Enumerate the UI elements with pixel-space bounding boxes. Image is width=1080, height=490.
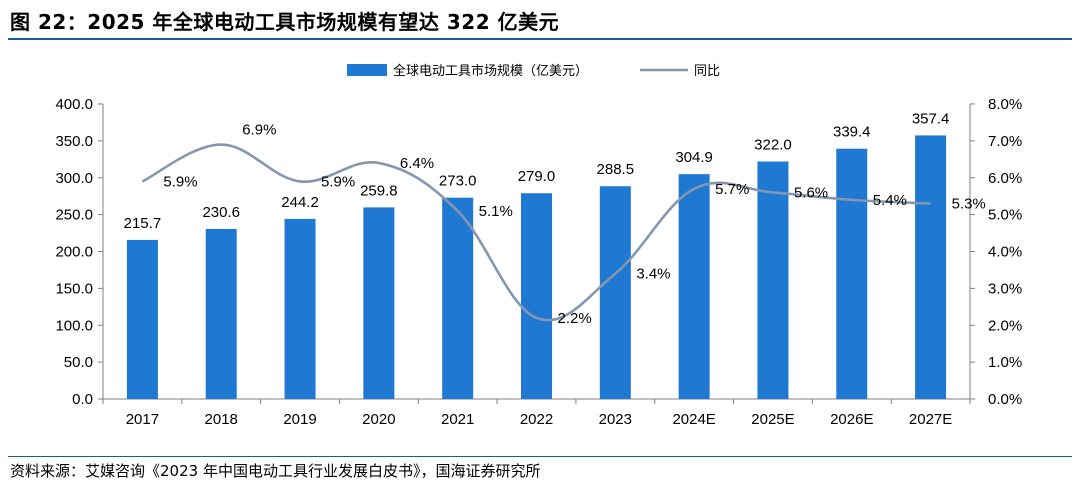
y-right-tick-label: 0.0% bbox=[988, 391, 1022, 408]
bar-data-label: 304.9 bbox=[675, 149, 713, 166]
y-left-tick-label: 250.0 bbox=[55, 207, 93, 224]
bar-data-label: 230.6 bbox=[202, 204, 240, 221]
bar-data-label: 322.0 bbox=[754, 137, 792, 154]
x-tick-label: 2019 bbox=[283, 411, 316, 428]
line-data-label: 5.1% bbox=[479, 203, 513, 220]
legend-bar-label: 全球电动工具市场规模（亿美元） bbox=[393, 63, 588, 79]
bar bbox=[521, 193, 552, 399]
line-data-label: 5.4% bbox=[873, 192, 907, 209]
bar-data-label: 273.0 bbox=[439, 173, 477, 190]
x-tick-label: 2027E bbox=[909, 411, 952, 428]
y-left-tick-label: 50.0 bbox=[64, 354, 93, 371]
title-rule bbox=[8, 38, 1072, 40]
bar-data-label: 215.7 bbox=[124, 215, 162, 232]
x-tick-label: 2025E bbox=[751, 411, 794, 428]
x-tick-label: 2017 bbox=[126, 411, 159, 428]
bar-data-label: 339.4 bbox=[833, 124, 871, 141]
line-data-label: 6.4% bbox=[400, 155, 434, 172]
y-left-tick-label: 100.0 bbox=[55, 317, 93, 334]
y-right-tick-label: 7.0% bbox=[988, 133, 1022, 150]
y-right-tick-label: 8.0% bbox=[988, 96, 1022, 113]
bar bbox=[205, 228, 237, 399]
y-right-tick-label: 6.0% bbox=[988, 170, 1022, 187]
bar bbox=[284, 218, 316, 399]
y-right-tick-label: 2.0% bbox=[988, 317, 1022, 334]
bar-data-label: 357.4 bbox=[912, 110, 950, 127]
legend-bar-swatch bbox=[347, 64, 387, 76]
bar bbox=[678, 174, 710, 399]
line-data-label: 5.7% bbox=[715, 181, 749, 198]
y-left-tick-label: 150.0 bbox=[55, 280, 93, 297]
line-data-label: 5.6% bbox=[794, 185, 828, 202]
bar bbox=[915, 135, 947, 400]
y-left-tick-label: 200.0 bbox=[55, 244, 93, 261]
yoy-line bbox=[141, 143, 931, 322]
figure-title: 图 22：2025 年全球电动工具市场规模有望达 322 亿美元 bbox=[10, 10, 560, 34]
bar bbox=[757, 161, 789, 399]
line-data-label: 5.9% bbox=[321, 173, 355, 190]
source-rule bbox=[8, 456, 1072, 457]
bar-data-label: 244.2 bbox=[281, 194, 319, 211]
x-tick-label: 2020 bbox=[362, 411, 395, 428]
y-right-tick-label: 1.0% bbox=[988, 354, 1022, 371]
line-data-label: 2.2% bbox=[558, 310, 592, 327]
y-right-tick-label: 3.0% bbox=[988, 280, 1022, 297]
line-data-label: 5.9% bbox=[163, 173, 197, 190]
chart: 0.0 50.0 100.0 150.0 200.0 250.0 300.0 350.0 400… bbox=[55, 63, 1022, 428]
x-tick-label: 2026E bbox=[830, 411, 873, 428]
bar-data-label: 288.5 bbox=[597, 161, 635, 178]
bar bbox=[363, 207, 395, 399]
x-tick-label: 2022 bbox=[520, 411, 553, 428]
y-right-tick-label: 4.0% bbox=[988, 244, 1022, 261]
y-left-tick-label: 300.0 bbox=[55, 170, 93, 187]
x-tick-label: 2024E bbox=[672, 411, 715, 428]
y-left-tick-label: 350.0 bbox=[55, 133, 93, 150]
x-tick-label: 2021 bbox=[441, 411, 474, 428]
source-note: 资料来源：艾媒咨询《2023 年中国电动工具行业发展白皮书》，国海证券研究所 bbox=[10, 462, 541, 480]
x-tick-label: 2018 bbox=[205, 411, 238, 428]
y-left-tick-label: 400.0 bbox=[55, 96, 93, 113]
y-left-tick-label: 0.0 bbox=[72, 391, 93, 408]
line-data-label: 3.4% bbox=[636, 266, 670, 283]
bar bbox=[126, 239, 158, 399]
line-data-label: 5.3% bbox=[952, 196, 986, 213]
x-tick-label: 2023 bbox=[599, 411, 632, 428]
bar-data-label: 259.8 bbox=[360, 182, 398, 199]
bar-data-label: 279.0 bbox=[518, 168, 556, 185]
bar bbox=[599, 186, 631, 399]
bar bbox=[442, 197, 474, 399]
line-data-label: 6.9% bbox=[242, 122, 276, 139]
legend-line-label: 同比 bbox=[694, 64, 720, 79]
y-right-tick-label: 5.0% bbox=[988, 207, 1022, 224]
bar bbox=[836, 148, 868, 399]
